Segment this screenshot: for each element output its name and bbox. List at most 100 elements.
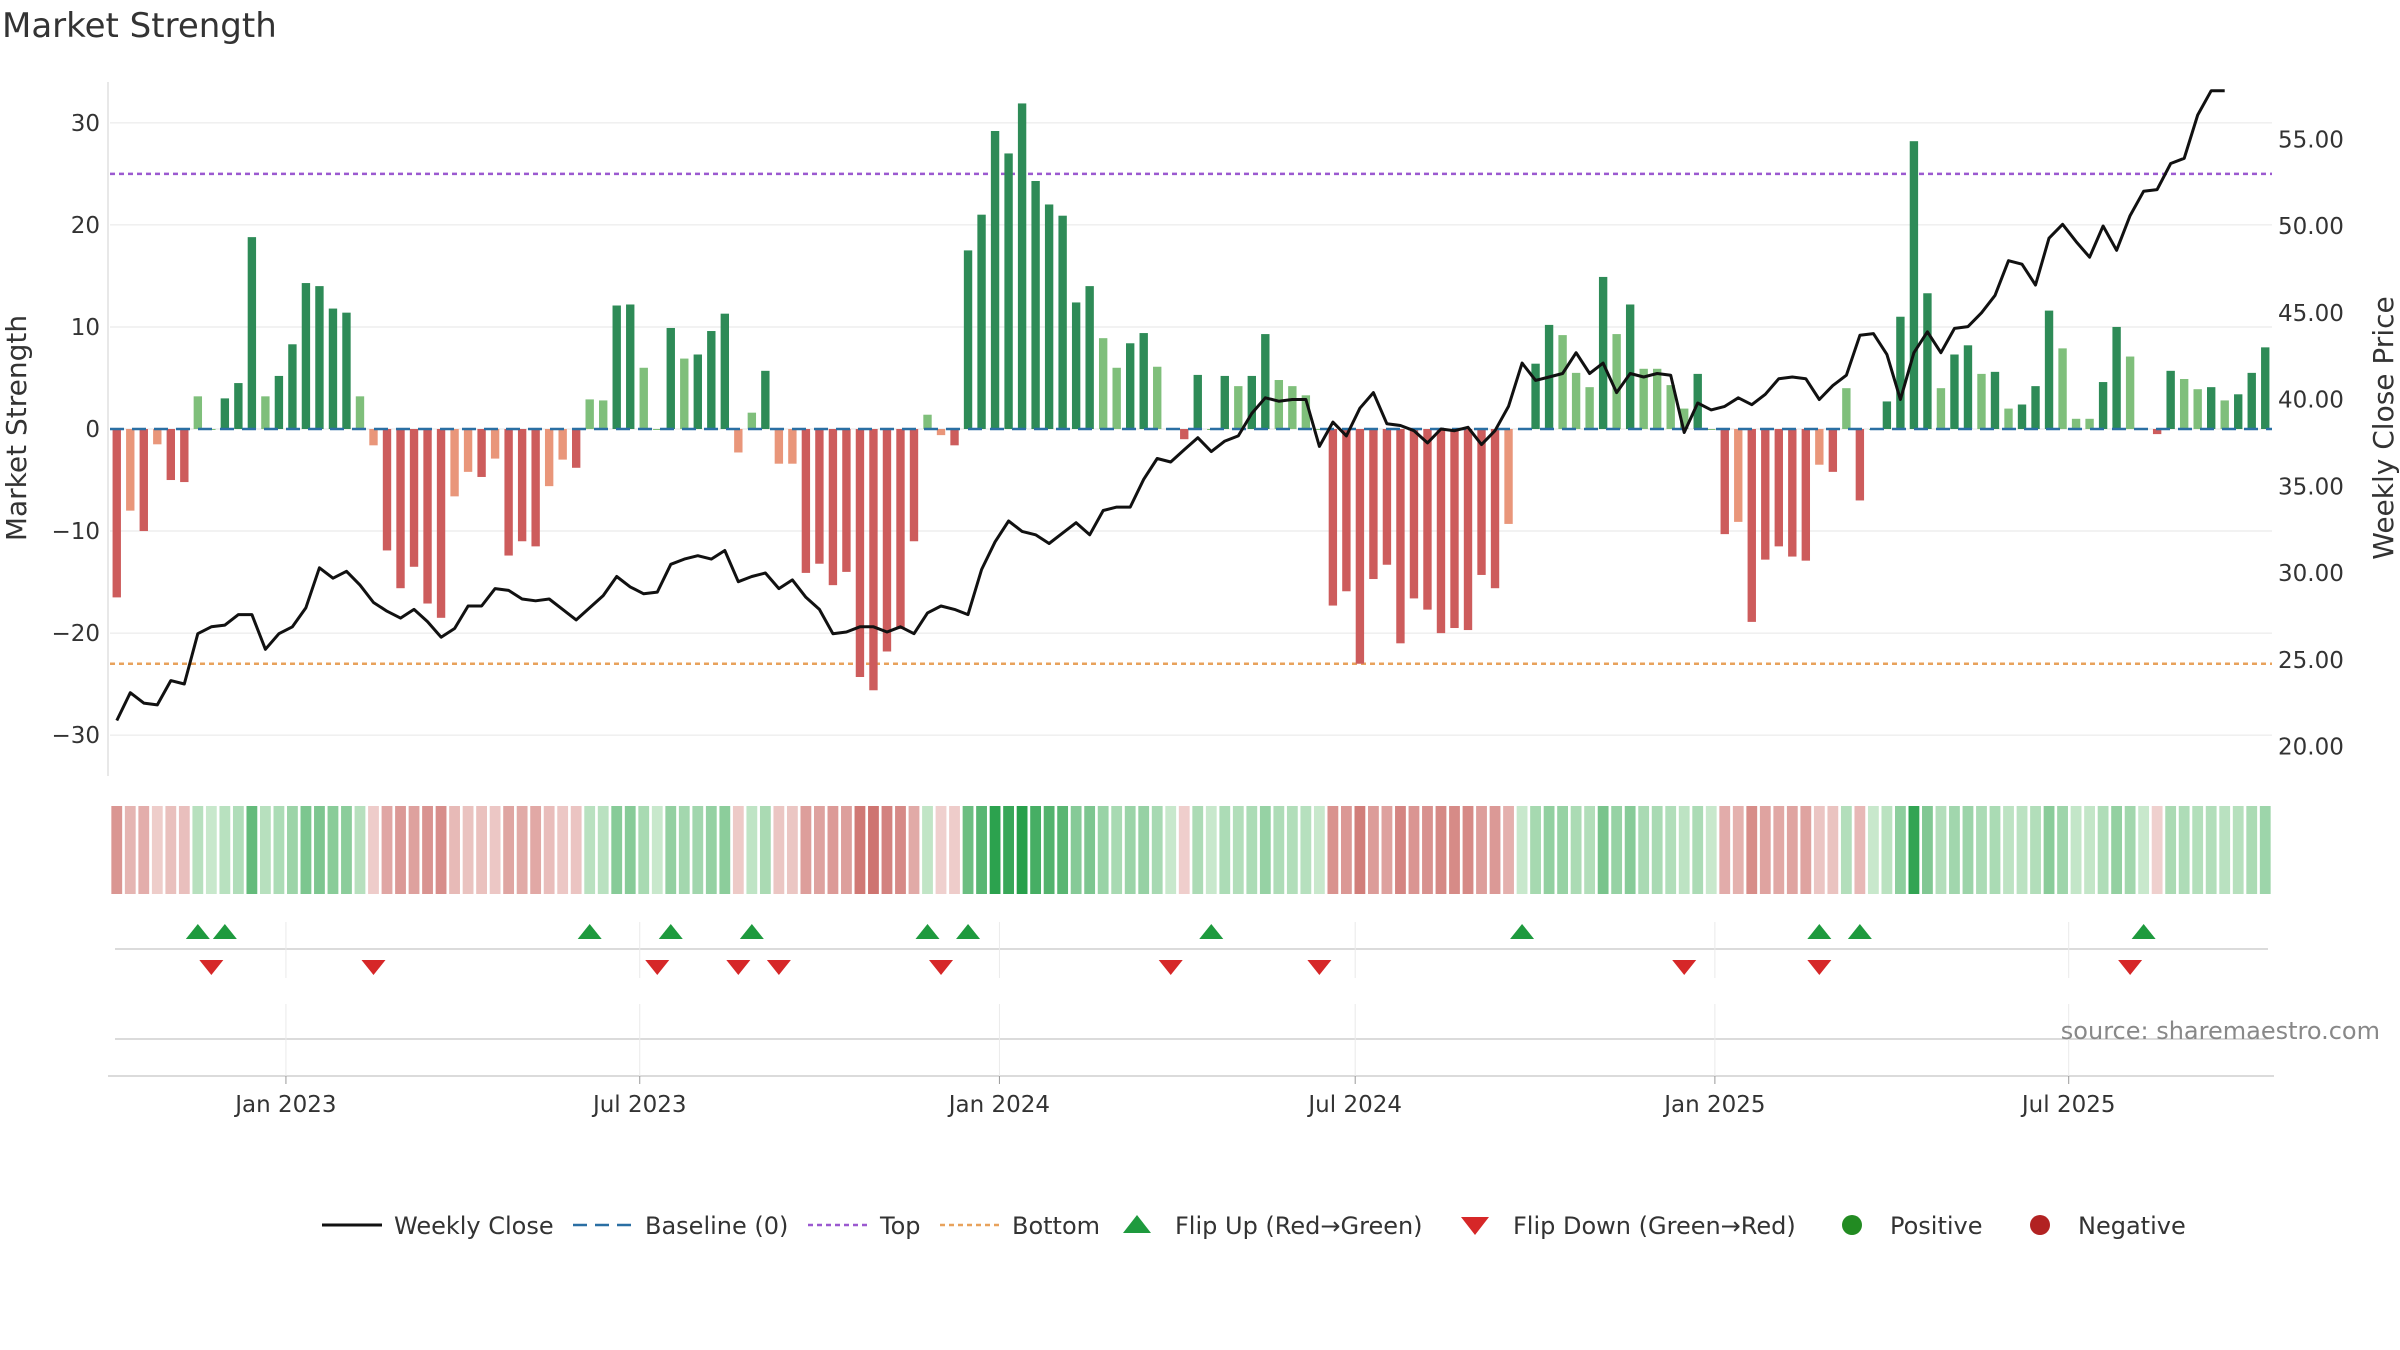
strength-bar bbox=[423, 429, 432, 604]
heatmap-cell bbox=[1557, 806, 1568, 894]
strength-bar bbox=[1180, 429, 1189, 440]
heatmap-cell bbox=[1543, 806, 1555, 894]
heatmap-cell bbox=[2205, 806, 2217, 894]
strength-bar bbox=[1882, 401, 1892, 429]
strength-bar bbox=[1666, 385, 1675, 429]
heatmap-cell bbox=[1395, 806, 1406, 894]
flip-down-marker bbox=[1158, 960, 1183, 975]
legend-label: Negative bbox=[2078, 1212, 2186, 1240]
strength-bar bbox=[774, 429, 784, 464]
strength-bar bbox=[1598, 276, 1608, 429]
heatmap-cell bbox=[543, 806, 555, 894]
strength-bar bbox=[126, 429, 135, 511]
strength-bar bbox=[1504, 429, 1513, 524]
strength-bar bbox=[1058, 215, 1067, 429]
strength-bar bbox=[1004, 153, 1013, 430]
strength-bar bbox=[801, 429, 811, 573]
right-tick-label: 30.00 bbox=[2278, 561, 2344, 587]
legend-flip-up-icon bbox=[1123, 1215, 1151, 1233]
strength-bar bbox=[1409, 429, 1419, 599]
strength-bar bbox=[707, 331, 716, 429]
strength-bar bbox=[1652, 368, 1662, 429]
heatmap-cell bbox=[1678, 806, 1690, 894]
strength-bar bbox=[1639, 368, 1648, 429]
heatmap-cell bbox=[1030, 806, 1042, 894]
strength-bar bbox=[2220, 400, 2229, 429]
strength-bar bbox=[369, 429, 378, 446]
heatmap-cell bbox=[2057, 806, 2068, 894]
strength-bar bbox=[936, 429, 946, 436]
strength-bar bbox=[1761, 429, 1770, 560]
strength-bar bbox=[2247, 372, 2256, 429]
heatmap-cell bbox=[705, 806, 717, 894]
heatmap-cell bbox=[922, 806, 933, 894]
legend-label: Baseline (0) bbox=[645, 1212, 788, 1240]
heatmap-cell bbox=[192, 806, 204, 894]
strength-bar bbox=[896, 429, 905, 630]
heatmap-cell bbox=[1097, 806, 1109, 894]
strength-bar bbox=[1234, 386, 1243, 429]
right-tick-label: 20.00 bbox=[2278, 735, 2344, 761]
heatmap-cell bbox=[2192, 806, 2204, 894]
heatmap-cell bbox=[759, 806, 771, 894]
flip-down-marker bbox=[1307, 960, 1332, 975]
strength-bar bbox=[626, 304, 635, 429]
heatmap-cell bbox=[746, 806, 758, 894]
strength-bar bbox=[234, 383, 243, 429]
strength-bar bbox=[1071, 302, 1081, 429]
heatmap-cell bbox=[246, 806, 258, 894]
heatmap-cell bbox=[219, 806, 231, 894]
heatmap-cell bbox=[327, 806, 339, 894]
heatmap-cell bbox=[1962, 806, 1974, 894]
heatmap-cell bbox=[273, 806, 285, 894]
left-axis-title: Market Strength bbox=[0, 315, 33, 541]
legend-positive-icon bbox=[1842, 1215, 1862, 1235]
heatmap-cell bbox=[989, 806, 1001, 894]
weekly-close-line bbox=[115, 89, 2225, 722]
strength-bar bbox=[1680, 408, 1689, 429]
heatmap-cell bbox=[2138, 806, 2150, 894]
heatmap-cell bbox=[557, 806, 569, 894]
strength-bar bbox=[355, 396, 365, 429]
heatmap-cell bbox=[895, 806, 906, 894]
heatmap-cell bbox=[111, 806, 123, 894]
heatmap-cell bbox=[259, 806, 271, 894]
heatmap-cell bbox=[1232, 806, 1244, 894]
heatmap-cell bbox=[1611, 806, 1623, 894]
heatmap-cell bbox=[489, 806, 501, 894]
legend-label: Top bbox=[879, 1212, 921, 1240]
strength-heatmap-strip bbox=[111, 806, 2271, 894]
strength-bar bbox=[1477, 429, 1486, 575]
strength-bar bbox=[2098, 382, 2108, 429]
heatmap-cell bbox=[2097, 806, 2109, 894]
heatmap-cell bbox=[1840, 806, 1852, 894]
heatmap-cell bbox=[1516, 806, 1528, 894]
strength-bar bbox=[1355, 429, 1365, 664]
heatmap-cell bbox=[1381, 806, 1393, 894]
right-tick-label: 40.00 bbox=[2278, 388, 2344, 414]
heatmap-cell bbox=[232, 806, 244, 894]
heatmap-cell bbox=[1976, 806, 1987, 894]
strength-bar bbox=[315, 286, 324, 429]
strength-bar bbox=[2234, 394, 2243, 429]
strength-bar bbox=[653, 429, 662, 430]
heatmap-cell bbox=[1732, 806, 1744, 894]
flip-down-marker bbox=[1807, 960, 1832, 975]
left-tick-label: −20 bbox=[51, 621, 100, 647]
heatmap-cell bbox=[1827, 806, 1839, 894]
strength-bar bbox=[2004, 408, 2013, 429]
strength-bar bbox=[2193, 389, 2202, 429]
strength-bar bbox=[1612, 334, 1621, 429]
heatmap-cell bbox=[1340, 806, 1352, 894]
heatmap-cell bbox=[1989, 806, 2001, 894]
heatmap-cell bbox=[2165, 806, 2177, 894]
heatmap-cell bbox=[1503, 806, 1514, 894]
heatmap-cell bbox=[1530, 806, 1541, 894]
flip-up-marker bbox=[658, 924, 683, 939]
flip-up-marker bbox=[956, 924, 981, 939]
flip-down-marker bbox=[929, 960, 954, 975]
strength-bar bbox=[477, 429, 486, 477]
strength-bar bbox=[2261, 347, 2270, 429]
heatmap-cell bbox=[611, 806, 623, 894]
heatmap-cell bbox=[1476, 806, 1487, 894]
